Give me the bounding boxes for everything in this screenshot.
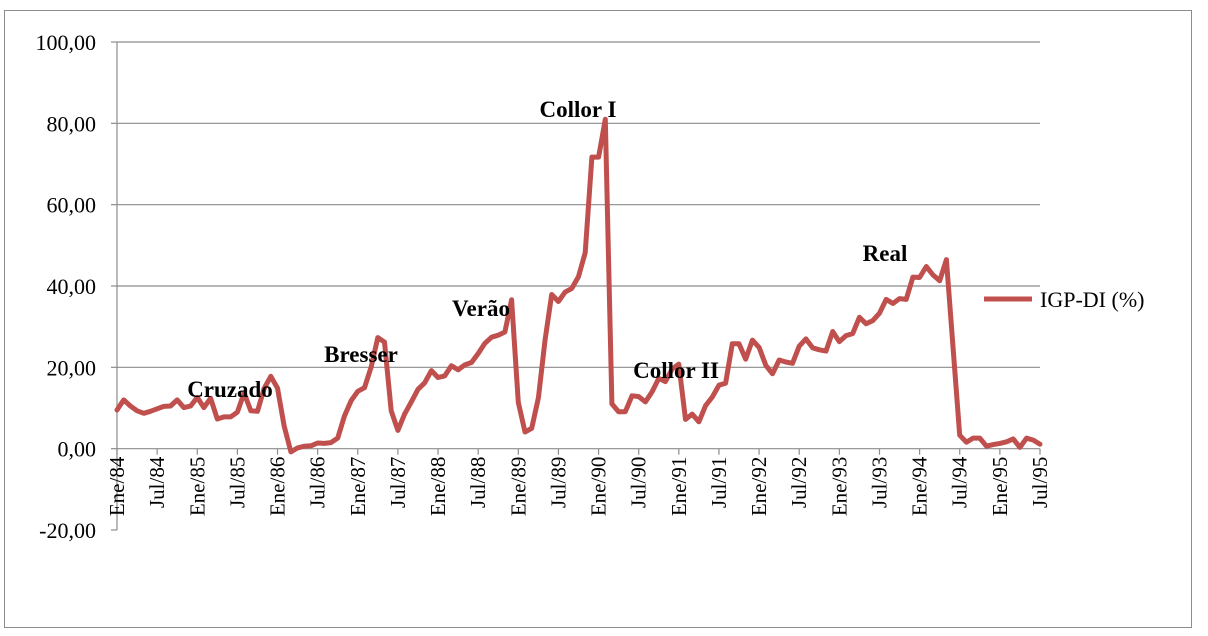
x-tick-label: Ene/91: [667, 457, 691, 516]
x-tick-label: Ene/95: [988, 457, 1012, 516]
x-tick-label: Jul/94: [948, 456, 972, 508]
gridlines: [117, 41, 1040, 368]
x-tick-label: Jul/89: [546, 457, 570, 508]
x-tick-label: Jul/90: [627, 457, 651, 508]
x-tick-label: Jul/93: [867, 457, 891, 508]
x-tick-label: Jul/91: [707, 457, 731, 508]
y-tick-label: 20,00: [47, 355, 97, 380]
x-tick-label: Ene/84: [105, 456, 129, 516]
x-tick-label: Ene/94: [908, 456, 932, 516]
x-tick-label: Ene/87: [346, 457, 370, 516]
x-tick-label: Jul/92: [787, 457, 811, 508]
series-layer: [114, 116, 1043, 455]
x-tick-label: Ene/93: [827, 457, 851, 516]
chart-frame: [4, 10, 1192, 628]
y-tick-labels: 100,00 80,00 60,00 40,00 20,00 0,00 -20,00: [36, 30, 97, 543]
x-tick-labels: Ene/84 Jul/84 Ene/85 Jul/85 Ene/86 Jul/86 Ene/…: [105, 456, 1052, 516]
legend: IGP-DI (%): [984, 287, 1144, 312]
annotation-label: Verão: [452, 296, 510, 321]
x-tick-label: Ene/86: [266, 457, 290, 516]
x-tick-label: Ene/85: [185, 457, 209, 516]
annotation-label: Cruzado: [187, 377, 273, 402]
legend-label: IGP-DI (%): [1040, 287, 1144, 312]
y-tick-label: 60,00: [47, 193, 97, 218]
y-tick-label: -20,00: [39, 518, 96, 543]
x-tick-label: Jul/86: [306, 457, 330, 508]
y-tick-label: 0,00: [58, 437, 97, 462]
x-tick-label: Ene/92: [747, 457, 771, 516]
x-tick-label: Ene/88: [426, 457, 450, 516]
x-tick-label: Jul/88: [466, 457, 490, 508]
series-line-igp-di: [114, 116, 1043, 455]
annotation-label: Collor II: [633, 358, 719, 383]
annotation-label: Collor I: [540, 97, 617, 122]
x-tick-label: Jul/85: [225, 457, 249, 508]
x-tick-label: Jul/87: [386, 457, 410, 508]
y-tick-label: 40,00: [47, 274, 97, 299]
y-tick-label: 80,00: [47, 111, 97, 136]
annotation-label: Real: [863, 241, 908, 266]
x-tick-label: Jul/95: [1028, 457, 1052, 508]
annotation-label: Bresser: [324, 342, 398, 367]
axes: [111, 41, 1041, 531]
x-tick-label: Ene/90: [587, 457, 611, 516]
y-tick-label: 100,00: [36, 30, 97, 55]
x-tick-label: Jul/84: [145, 456, 169, 508]
annotations: Cruzado Bresser Verão Collor I Collor II Real: [187, 97, 907, 402]
x-tick-label: Ene/89: [506, 457, 530, 516]
